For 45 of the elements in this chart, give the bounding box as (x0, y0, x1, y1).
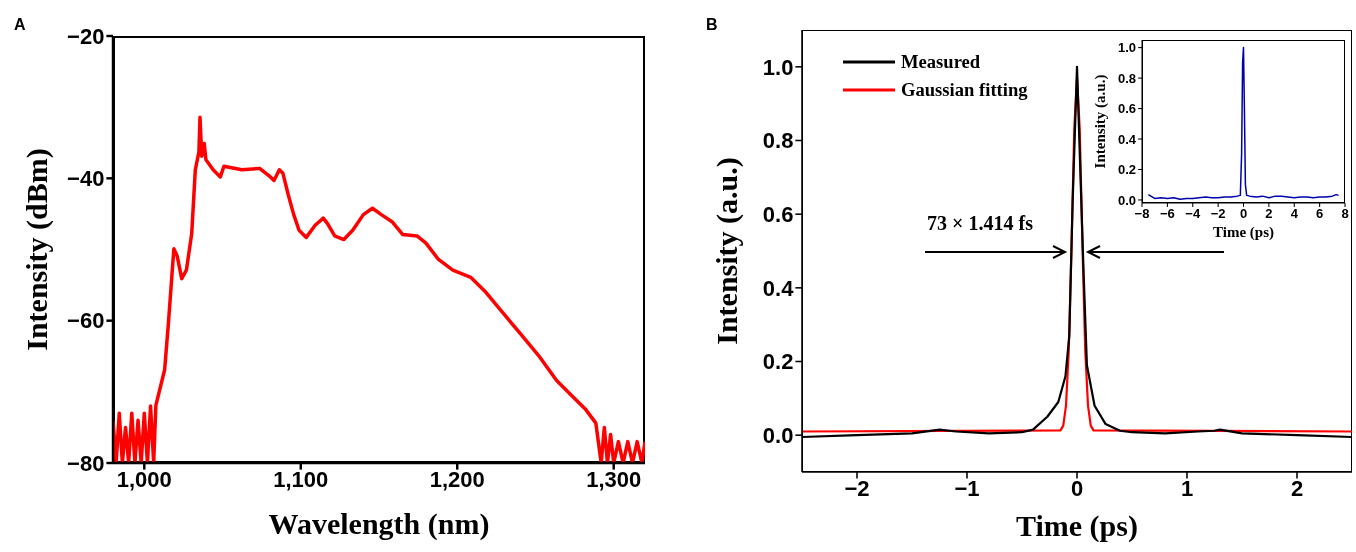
y-tick-label: 0.6 (1118, 101, 1137, 117)
annotation: 73 × 1.414 fs (926, 212, 1034, 235)
x-tick-label: 1,100 (273, 467, 329, 493)
x-tick-label: 8 (1341, 206, 1349, 222)
x-axis-title: Time (ps) (1213, 224, 1274, 241)
x-tick-label: −8 (1134, 206, 1150, 222)
y-tick-label: 0.0 (1118, 192, 1137, 208)
x-tick-label: 4 (1290, 206, 1299, 222)
y-tick-label: 0.2 (762, 349, 794, 375)
x-tick-label: 1 (1180, 476, 1194, 502)
y-tick-label: 0.2 (1118, 162, 1137, 178)
chart-title: B (706, 16, 718, 34)
x-tick-label: 1,000 (116, 467, 172, 493)
x-tick-label: 1,300 (586, 467, 642, 493)
y-tick-label: 0.4 (762, 275, 795, 301)
y-axis-title: Intensity (a.u.) (709, 157, 744, 345)
y-axis-title: Intensity (dBm) (19, 148, 54, 351)
y-tick-label: −60 (67, 308, 105, 334)
legend-label: Measured (901, 51, 981, 73)
x-tick-label: 2 (1290, 476, 1304, 502)
x-tick-label: −6 (1159, 206, 1175, 222)
y-tick-label: 0.8 (762, 128, 794, 154)
x-tick-label: 6 (1316, 206, 1324, 222)
x-tick-label: 0 (1239, 206, 1248, 222)
x-tick-label: −1 (954, 476, 980, 502)
y-tick-label: −40 (67, 166, 105, 192)
x-tick-label: −2 (1210, 206, 1226, 222)
y-tick-label: 0.8 (1118, 70, 1137, 86)
legend-label: Gaussian fitting (901, 79, 1028, 101)
y-tick-label: 0.6 (762, 201, 794, 227)
y-tick-label: 1.0 (1118, 40, 1137, 56)
x-axis-title: Time (ps) (1016, 509, 1138, 543)
x-tick-label: 1,200 (429, 467, 485, 493)
x-tick-label: 2 (1265, 206, 1273, 222)
y-tick-label: 0.0 (762, 422, 794, 448)
y-tick-label: −80 (67, 450, 105, 476)
chart-title: A (14, 16, 26, 34)
x-tick-label: 0 (1070, 476, 1084, 502)
y-tick-label: −20 (67, 23, 105, 49)
y-tick-label: 0.4 (1118, 131, 1137, 147)
y-axis-title: Intensity (a.u.) (1092, 74, 1110, 169)
x-tick-label: −4 (1185, 206, 1201, 222)
x-tick-label: −2 (844, 476, 870, 502)
y-tick-label: 1.0 (762, 54, 794, 80)
x-axis-title: Wavelength (nm) (268, 507, 490, 541)
